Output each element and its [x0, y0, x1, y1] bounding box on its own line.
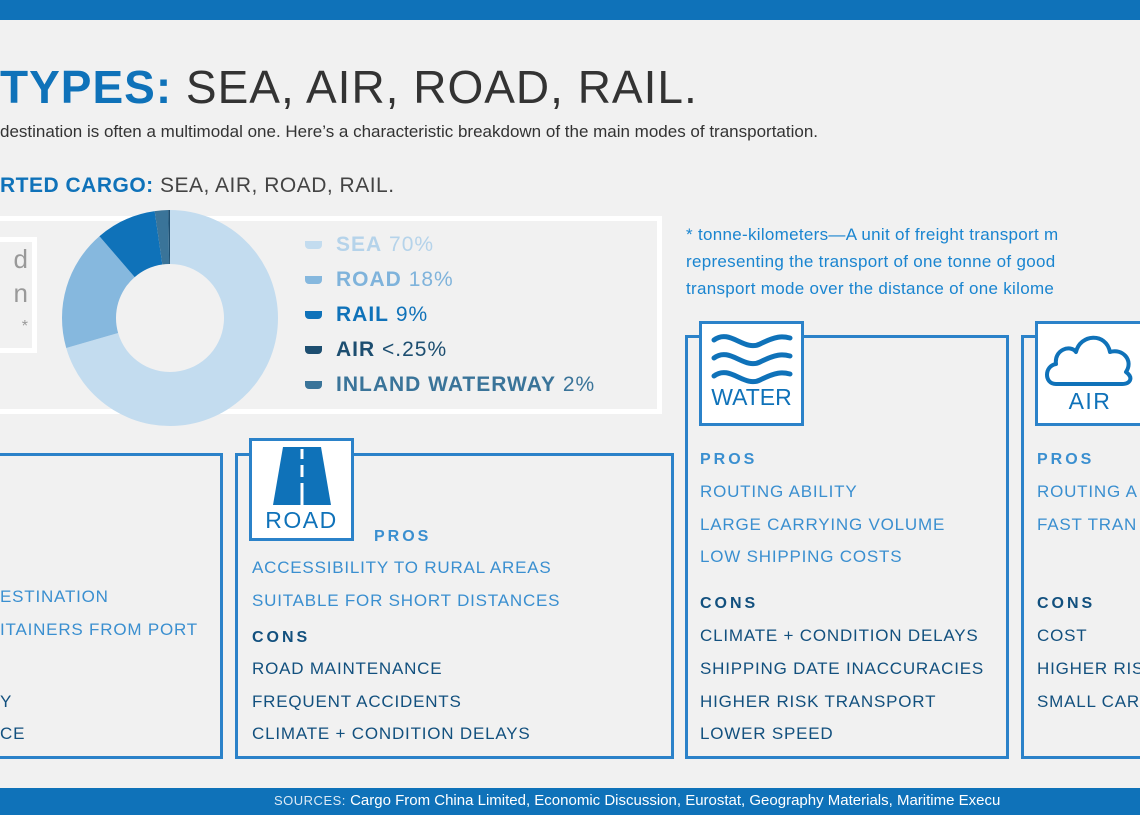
con-item: CLIMATE + CONDITION DELAYS [700, 626, 979, 645]
card-road [235, 453, 674, 759]
side-fragment: n [13, 278, 28, 308]
pro-item: ROUTING A [1037, 482, 1138, 501]
title-bold: TYPES: [0, 61, 173, 113]
pro-item: ESTINATION [0, 587, 109, 606]
legend-value: 70% [389, 233, 435, 256]
donut-slice-road [62, 236, 135, 348]
legend-item-road: ROAD 18% [305, 268, 454, 292]
water-icon-box: WATER [699, 321, 804, 426]
pro-item: LARGE CARRYING VOLUME [700, 515, 946, 534]
donut-slice-rail [99, 211, 163, 278]
con-item: HIGHER RIS [1037, 659, 1140, 678]
donut-chart [62, 210, 278, 426]
pro-item: SUITABLE FOR SHORT DISTANCES [252, 591, 561, 610]
legend-label: SEA [336, 233, 383, 256]
cons-heading: CONS [700, 595, 759, 612]
legend-item-rail: RAIL 9% [305, 303, 428, 327]
side-fragment: * [21, 318, 28, 335]
note-line: transport mode over the distance of one … [686, 279, 1055, 298]
con-item: CLIMATE + CONDITION DELAYS [252, 724, 531, 743]
con-item: COST [1037, 626, 1088, 645]
pros-heading: PROS [374, 528, 432, 545]
donut-slice-air [168, 210, 170, 265]
page-title: TYPES: SEA, AIR, ROAD, RAIL. [0, 60, 698, 114]
con-item: SMALL CAR [1037, 692, 1140, 711]
subtitle: destination is often a multimodal one. H… [0, 122, 819, 141]
pros-heading: PROS [700, 451, 758, 468]
cons-heading: CONS [1037, 595, 1096, 612]
road-label: ROAD [265, 507, 338, 533]
note-line: * tonne-kilometers—A unit of freight tra… [686, 225, 1059, 244]
side-fragment: d [13, 244, 28, 274]
donut-slice-inland-waterway [154, 210, 170, 265]
title-rest: SEA, AIR, ROAD, RAIL. [172, 61, 698, 113]
card-water [685, 335, 1009, 759]
sources-label: SOURCES: [274, 793, 346, 808]
con-item: HIGHER RISK TRANSPORT [700, 692, 937, 711]
air-icon-box: AIR [1035, 321, 1140, 426]
chart-title: RTED CARGO: SEA, AIR, ROAD, RAIL. [0, 174, 395, 198]
legend-swatch [305, 311, 322, 320]
sources-footer: SOURCES: Cargo From China Limited, Econo… [0, 788, 1140, 815]
chart-panel [0, 216, 662, 414]
road-icon [272, 447, 331, 505]
legend-item-air: AIR <.25% [305, 338, 447, 362]
sources-text: Cargo From China Limited, Economic Discu… [345, 792, 1001, 809]
cons-heading: CONS [252, 629, 311, 646]
legend-value: 18% [408, 268, 454, 291]
legend-value: 2% [562, 373, 596, 396]
donut-slice-sea [66, 210, 278, 426]
legend-value: <.25% [382, 338, 448, 361]
card-rail [0, 453, 223, 759]
note-line: representing the transport of one tonne … [686, 252, 1056, 271]
cloud-icon [1045, 335, 1133, 386]
air-label: AIR [1068, 388, 1112, 414]
chart-title-bold: RTED CARGO: [0, 174, 154, 197]
legend-swatch [305, 346, 322, 355]
waves-icon [711, 334, 792, 385]
legend-swatch [305, 276, 322, 285]
legend-swatch [305, 241, 322, 250]
legend-value: 9% [395, 303, 429, 326]
water-label: WATER [711, 384, 792, 410]
road-icon-box: ROAD [249, 438, 354, 541]
con-item: SHIPPING DATE INACCURACIES [700, 659, 985, 678]
pro-item: ACCESSIBILITY TO RURAL AREAS [252, 558, 552, 577]
pro-item: ITAINERS FROM PORT [0, 620, 198, 639]
chart-title-rest: SEA, AIR, ROAD, RAIL. [153, 174, 395, 197]
legend-label: RAIL [336, 303, 389, 326]
con-item: ROAD MAINTENANCE [252, 659, 443, 678]
pro-item: ROUTING ABILITY [700, 482, 858, 501]
con-item: Y [0, 692, 13, 711]
legend-item-inland-waterway: INLAND WATERWAY 2% [305, 373, 595, 397]
con-item: LOWER SPEED [700, 724, 834, 743]
legend-label: INLAND WATERWAY [336, 373, 556, 396]
legend-label: AIR [336, 338, 376, 361]
pro-item: LOW SHIPPING COSTS [700, 547, 903, 566]
legend-swatch [305, 381, 322, 390]
con-item: CE [0, 724, 26, 743]
footnote: * tonne-kilometers—A unit of freight tra… [686, 221, 1059, 302]
top-bar [0, 0, 1140, 20]
side-box: d n * [0, 237, 37, 353]
con-item: FREQUENT ACCIDENTS [252, 692, 462, 711]
pro-item: FAST TRAN [1037, 515, 1138, 534]
legend-label: ROAD [336, 268, 402, 291]
legend-item-sea: SEA 70% [305, 233, 434, 257]
pros-heading: PROS [1037, 451, 1095, 468]
